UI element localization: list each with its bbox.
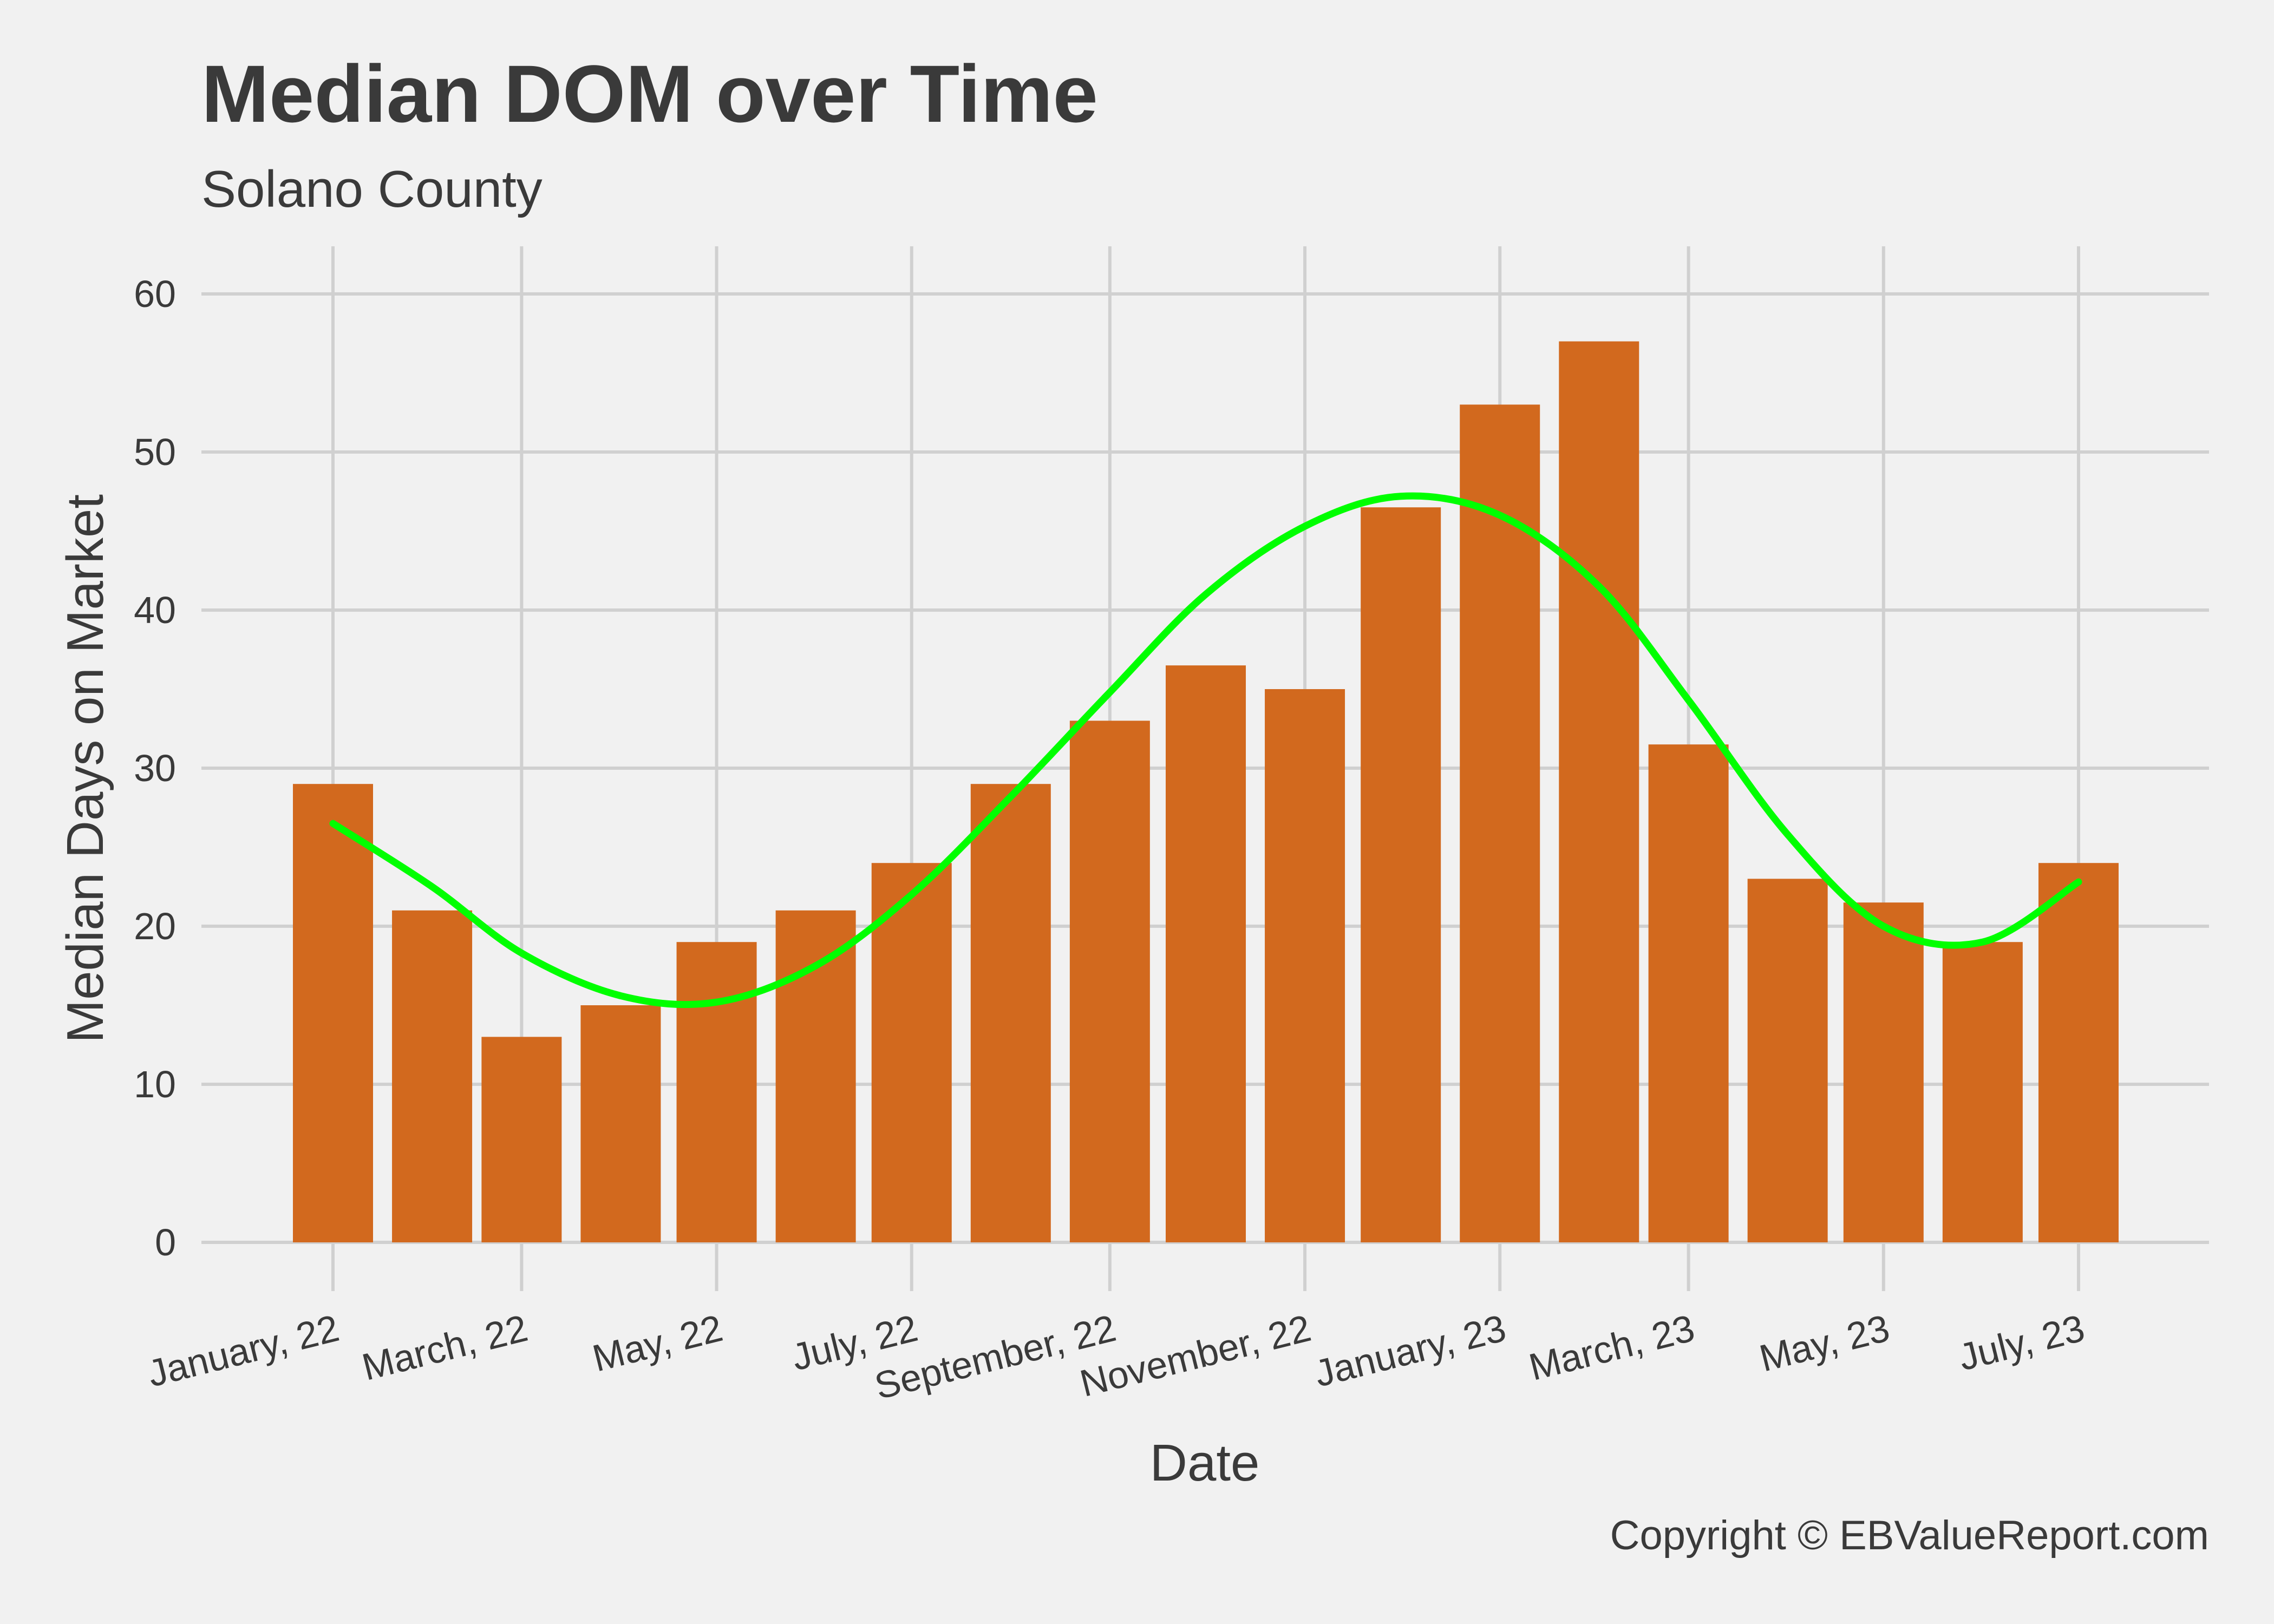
bar	[871, 863, 952, 1242]
bar	[392, 910, 473, 1242]
y-axis-ticks: 0 10 20 30 40 50 60	[134, 273, 176, 1263]
bar	[970, 784, 1051, 1242]
x-tick-label: July, 23	[1955, 1307, 2089, 1379]
bar	[1843, 902, 1924, 1242]
copyright-caption: Copyright © EBValueReport.com	[1610, 1512, 2209, 1558]
chart-title: Median DOM over Time	[201, 48, 1098, 139]
y-tick-label: 60	[134, 273, 176, 315]
bar	[1648, 744, 1729, 1242]
bar	[293, 784, 373, 1242]
chart-subtitle: Solano County	[201, 160, 543, 218]
x-tick-label: January, 23	[1310, 1307, 1510, 1395]
y-tick-label: 40	[134, 589, 176, 631]
bar	[1265, 689, 1345, 1242]
bar	[1942, 942, 2023, 1242]
x-axis-label: Date	[1150, 1434, 1260, 1492]
y-tick-label: 10	[134, 1063, 176, 1105]
y-axis-label: Median Days on Market	[56, 494, 114, 1043]
bar	[775, 910, 856, 1242]
bar	[1166, 665, 1246, 1242]
x-tick-label: January, 22	[143, 1307, 343, 1395]
x-axis-ticks: January, 22 March, 22 May, 22 July, 22Septe…	[143, 1307, 2089, 1407]
y-tick-label: 20	[134, 905, 176, 947]
x-tick-label: May, 23	[1755, 1307, 1893, 1380]
y-tick-label: 30	[134, 747, 176, 789]
y-tick-label: 50	[134, 431, 176, 473]
y-tick-label: 0	[155, 1221, 176, 1263]
trend-line	[329, 492, 2082, 1009]
bar	[2038, 863, 2119, 1242]
bars	[293, 341, 2119, 1243]
x-tick-label: March, 23	[1525, 1307, 1698, 1389]
bar	[1460, 404, 1540, 1242]
bar	[1747, 879, 1828, 1242]
bar	[481, 1037, 562, 1242]
bar	[1361, 507, 1441, 1243]
x-tick-label: March, 22	[358, 1307, 532, 1389]
bar	[676, 942, 757, 1242]
bar	[580, 1005, 661, 1242]
bar	[1559, 341, 1639, 1242]
bar	[1069, 721, 1150, 1242]
x-tick-label: May, 22	[589, 1307, 727, 1380]
